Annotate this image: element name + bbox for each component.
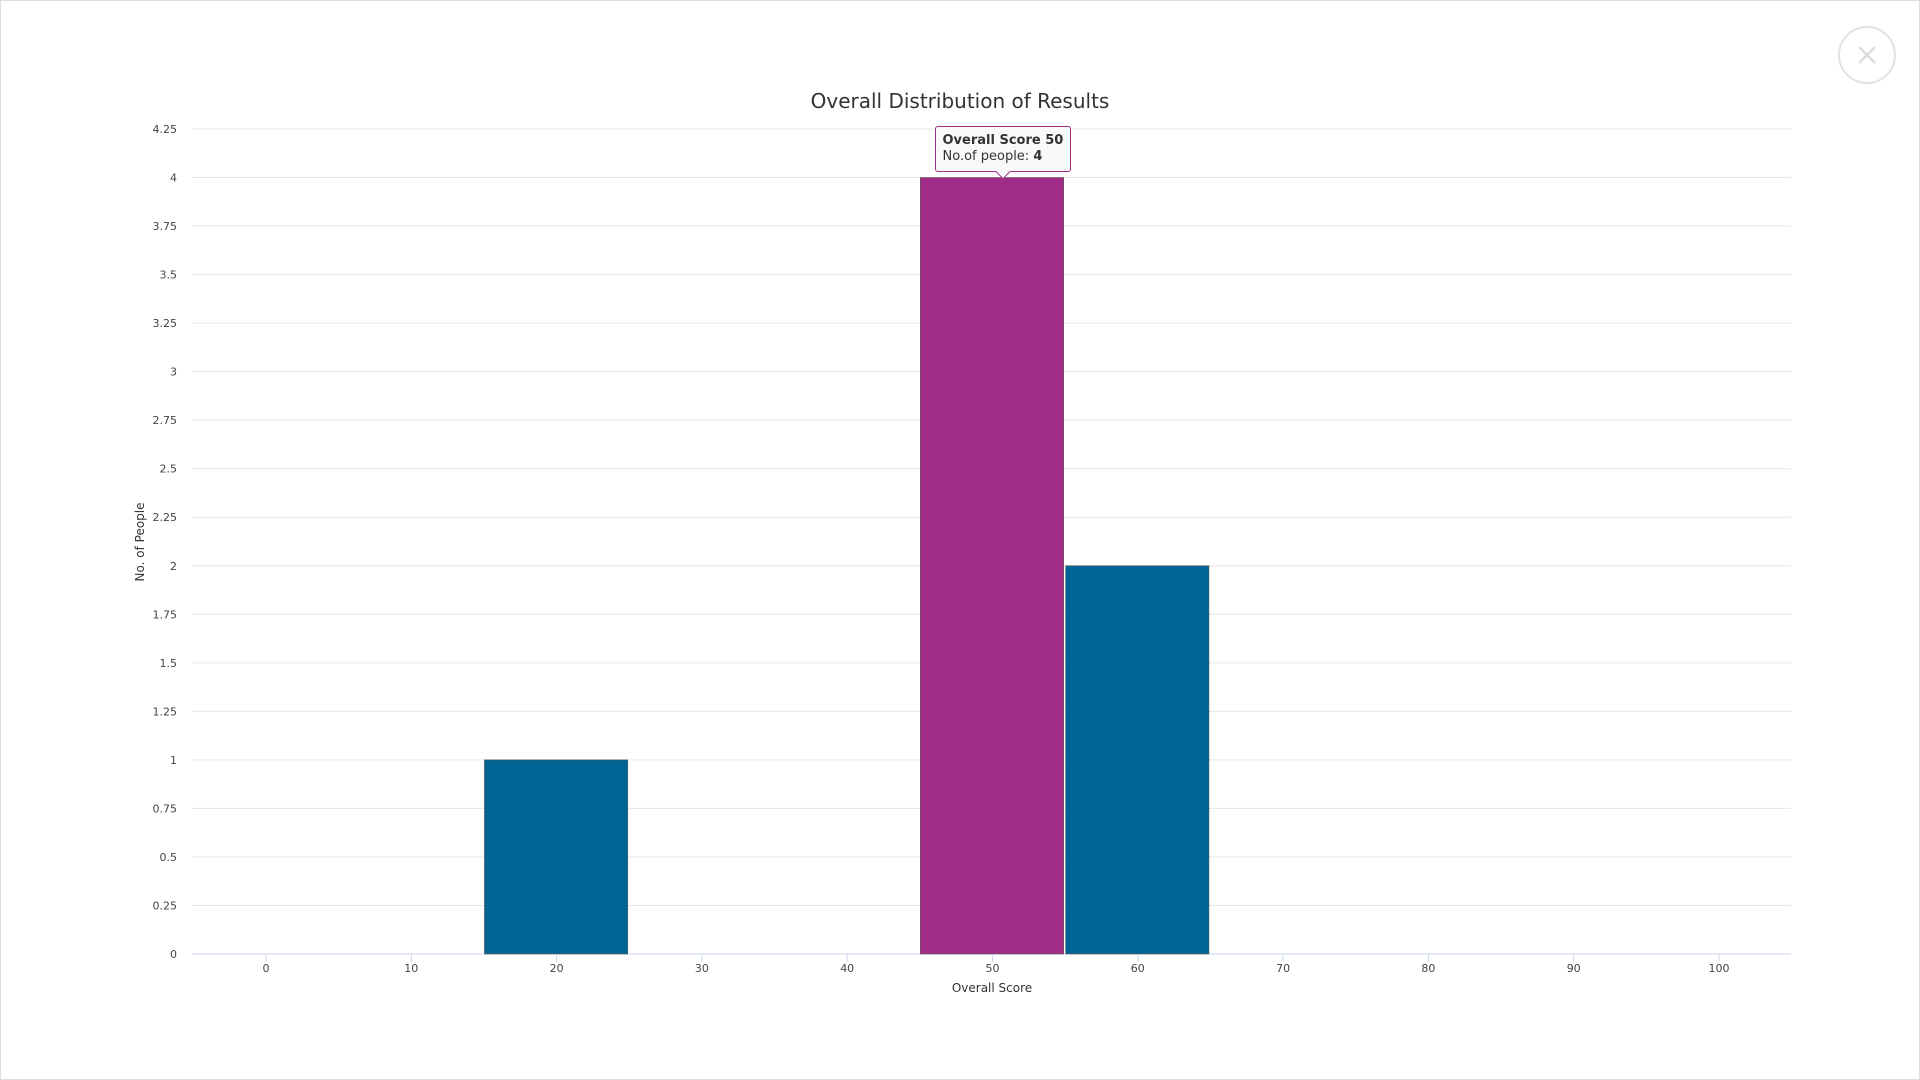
close-button[interactable] [1838,26,1896,84]
x-axis-label: Overall Score [952,981,1032,995]
x-tick-label: 70 [1276,962,1290,975]
x-tick-label: 10 [404,962,418,975]
x-tick-label: 100 [1709,962,1730,975]
x-tick-label: 20 [550,962,564,975]
x-tick-label: 40 [840,962,854,975]
y-tick-label: 0.75 [153,802,178,815]
y-tick-label: 4.25 [153,123,178,136]
y-tick-label: 1.25 [153,705,178,718]
y-axis-label: No. of People [133,503,147,582]
y-tick-label: 3 [170,366,177,379]
y-tick-label: 4 [170,172,177,185]
y-tick-label: 1.75 [153,608,178,621]
bar-20 [484,759,629,955]
y-tick-label: 0.25 [153,899,178,912]
x-tick-label: 60 [1131,962,1145,975]
y-tick-label: 2.25 [153,511,178,524]
close-icon [1858,46,1876,64]
bar-50 [920,177,1064,955]
bar-60 [1065,565,1210,955]
tooltip-title: Overall Score 50 [942,132,1064,148]
bar-tooltip: Overall Score 50 No.of people: 4 [934,125,1072,179]
chart-title: Overall Distribution of Results [811,89,1110,113]
y-tick-label: 1.5 [160,657,178,670]
y-tick-label: 2 [170,560,177,573]
tooltip-value: 4 [1033,148,1043,164]
x-tick-label: 30 [695,962,709,975]
y-tick-label: 0 [170,948,177,961]
y-tick-label: 3.25 [153,317,178,330]
y-tick-label: 2.75 [153,414,178,427]
tooltip-label: No.of people: [942,148,1034,164]
x-tick-label: 0 [263,962,270,975]
y-tick-label: 0.5 [160,851,178,864]
y-tick-label: 2.5 [160,463,178,476]
y-tick-label: 3.5 [160,269,178,282]
y-tick-label: 3.75 [153,220,178,233]
x-tick-label: 80 [1421,962,1435,975]
x-tick-label: 50 [986,962,1000,975]
x-tick-label: 90 [1567,962,1581,975]
y-tick-label: 1 [170,754,177,767]
